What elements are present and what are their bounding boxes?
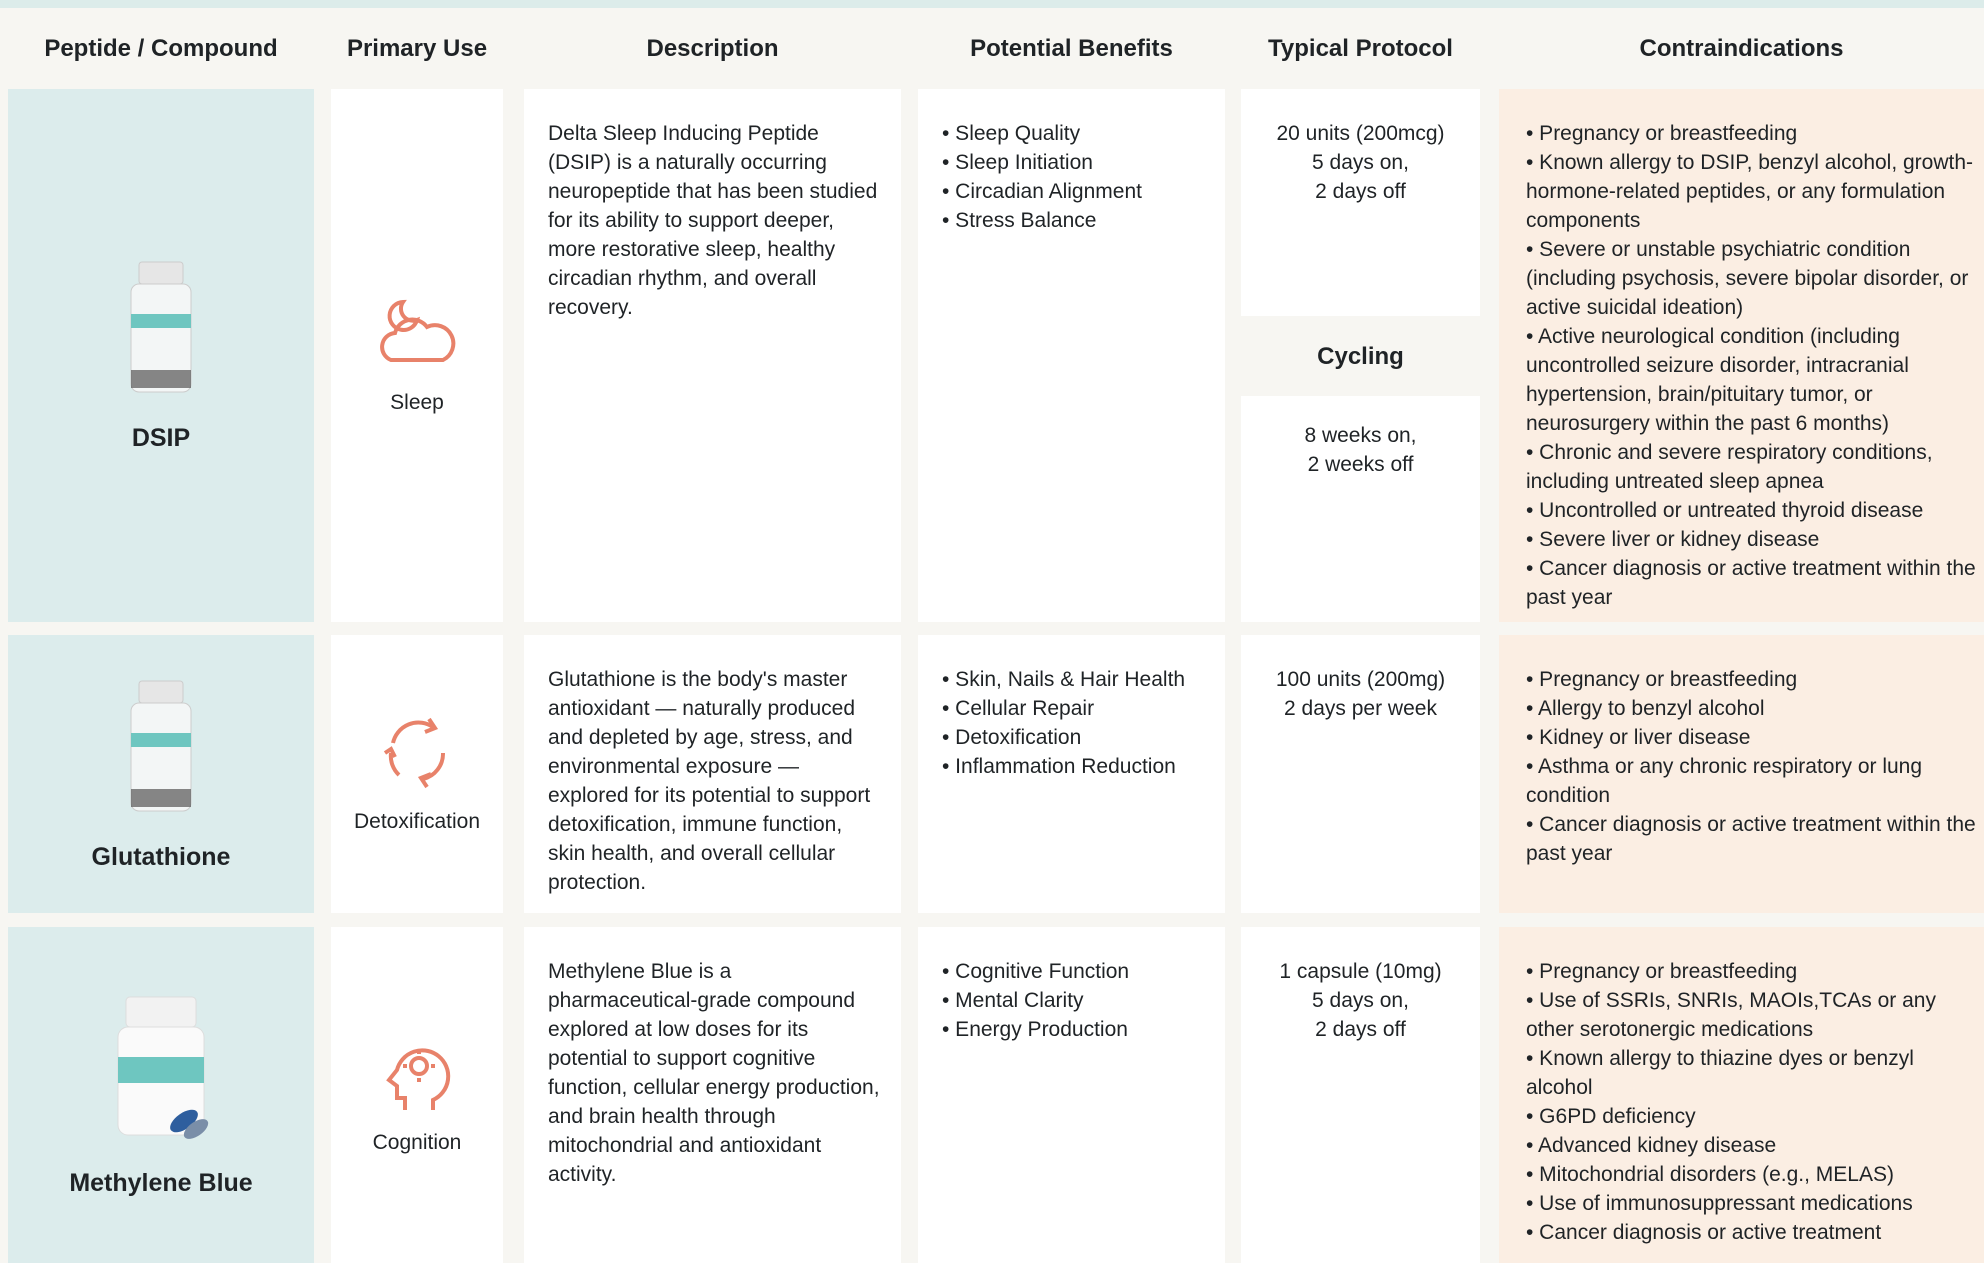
cycling-line: 8 weeks on,: [1304, 424, 1417, 447]
benefit: • Circadian Alignment: [942, 180, 1142, 203]
column-header: Potential Benefits: [970, 35, 1173, 62]
contraindication: • Kidney or liver disease: [1526, 726, 1751, 749]
column-header: Typical Protocol: [1268, 35, 1453, 62]
benefit: • Inflammation Reduction: [942, 755, 1176, 778]
benefits-cell: • Cognitive Function • Mental Clarity • En…: [918, 927, 1225, 1263]
protocol-line: 5 days on,: [1312, 151, 1409, 174]
protocol-cell: 20 units (200mcg) 5 days on, 2 days off Cyc…: [1241, 89, 1480, 622]
use-label: Sleep: [390, 391, 444, 414]
contraindications-cell: • Pregnancy or breastfeeding • Known alle…: [1499, 89, 1984, 622]
column-header: Primary Use: [346, 35, 488, 62]
contraindication: • Pregnancy or breastfeeding: [1526, 960, 1798, 983]
description: Delta Sleep Inducing Peptide (DSIP) is a…: [548, 122, 878, 319]
use-icon: [377, 1034, 457, 1122]
description-cell: Delta Sleep Inducing Peptide (DSIP) is a…: [524, 89, 901, 622]
column-header: Contraindications: [1639, 35, 1844, 62]
contraindications-cell: • Pregnancy or breastfeeding • Use of SSR…: [1499, 927, 1984, 1263]
benefit: • Cognitive Function: [942, 960, 1130, 983]
contraindications-cell: • Pregnancy or breastfeeding • Allergy to…: [1499, 635, 1984, 913]
description-cell: Methylene Blue is a pharmaceutical-grade…: [524, 927, 901, 1263]
column-header: Description: [646, 35, 779, 62]
protocol-cell: 1 capsule (10mg) 5 days on, 2 days off: [1241, 927, 1480, 1263]
compound-name: DSIP: [131, 424, 191, 452]
benefit: • Skin, Nails & Hair Health: [942, 668, 1186, 691]
use-label: Cognition: [372, 1130, 462, 1154]
benefit: • Sleep Quality: [942, 122, 1081, 145]
use-label: Detoxification: [353, 809, 481, 833]
benefits-cell: • Sleep Quality • Sleep Initiation • Circa…: [918, 89, 1225, 622]
compound-cell: DSIP: [8, 89, 314, 622]
benefit: • Mental Clarity: [942, 989, 1084, 1012]
cycling-body: 8 weeks on, 2 weeks off: [1241, 421, 1480, 479]
protocol-cell: 100 units (200mg) 2 days per week: [1241, 635, 1480, 913]
compound-name: Methylene Blue: [69, 1168, 253, 1197]
cycling-header: Cycling: [1241, 316, 1480, 396]
contraindication: • Severe or unstable psychiatric conditi…: [1526, 238, 1969, 319]
benefit: • Cellular Repair: [942, 697, 1095, 720]
compound-name: Glutathione: [91, 842, 231, 871]
compound-cell: Methylene Blue: [8, 927, 314, 1263]
benefits-cell: • Skin, Nails & Hair Health • Cellular Re…: [918, 635, 1225, 913]
contraindication: • Allergy to benzyl alcohol: [1526, 697, 1765, 720]
cycling-line: 2 weeks off: [1307, 453, 1414, 476]
column-header: Peptide / Compound: [44, 35, 278, 62]
benefit: • Energy Production: [942, 1018, 1128, 1041]
benefit: • Sleep Initiation: [942, 151, 1093, 174]
protocol-line: 2 days off: [1315, 1018, 1406, 1041]
contraindication: • Cancer diagnosis or active treatment w…: [1526, 813, 1976, 865]
protocol-line: 2 days per week: [1284, 697, 1437, 720]
description: Methylene Blue is a pharmaceutical-grade…: [548, 960, 880, 1186]
contraindication: • Active neurological condition (includi…: [1526, 325, 1909, 435]
protocol-line: 5 days on,: [1312, 989, 1409, 1012]
contraindication: • Use of immunosuppressant medications: [1526, 1192, 1913, 1215]
use-icon: [377, 713, 457, 801]
use-cell: Cognition: [331, 927, 503, 1263]
contraindication: • Advanced kidney disease: [1526, 1134, 1777, 1157]
contraindication: • Cancer diagnosis or active treatment w…: [1526, 557, 1976, 609]
top-bar: [0, 0, 1984, 8]
contraindication: • Uncontrolled or untreated thyroid dise…: [1526, 499, 1924, 522]
use-icon: [377, 294, 457, 382]
protocol-line: 1 capsule (10mg): [1279, 960, 1442, 983]
description: Glutathione is the body's master antioxi…: [548, 668, 871, 894]
benefit: • Stress Balance: [942, 209, 1097, 232]
protocol-line: 20 units (200mcg): [1276, 122, 1445, 145]
contraindication: • Asthma or any chronic respiratory or l…: [1526, 755, 1923, 807]
contraindication: • Severe liver or kidney disease: [1526, 528, 1820, 551]
contraindication: • Pregnancy or breastfeeding: [1526, 122, 1798, 145]
product-image: [106, 993, 216, 1151]
contraindication: • Chronic and severe respiratory conditi…: [1526, 441, 1933, 493]
product-image: [121, 677, 201, 825]
contraindication: • G6PD deficiency: [1526, 1105, 1696, 1128]
contraindication: • Pregnancy or breastfeeding: [1526, 668, 1798, 691]
use-cell: Sleep: [331, 89, 503, 622]
contraindication: • Mitochondrial disorders (e.g., MELAS): [1526, 1163, 1894, 1186]
contraindication: • Use of SSRIs, SNRIs, MAOIs,TCAs or any…: [1526, 989, 1936, 1041]
contraindication: • Cancer diagnosis or active treatment: [1526, 1221, 1882, 1244]
protocol-line: 2 days off: [1315, 180, 1406, 203]
protocol-line: 100 units (200mg): [1275, 668, 1446, 691]
contraindication: • Known allergy to thiazine dyes or benz…: [1526, 1047, 1914, 1099]
description-cell: Glutathione is the body's master antioxi…: [524, 635, 901, 913]
product-image: [121, 258, 201, 406]
benefit: • Detoxification: [942, 726, 1082, 749]
compound-cell: Glutathione: [8, 635, 314, 913]
use-cell: Detoxification: [331, 635, 503, 913]
contraindication: • Known allergy to DSIP, benzyl alcohol,…: [1526, 151, 1974, 232]
